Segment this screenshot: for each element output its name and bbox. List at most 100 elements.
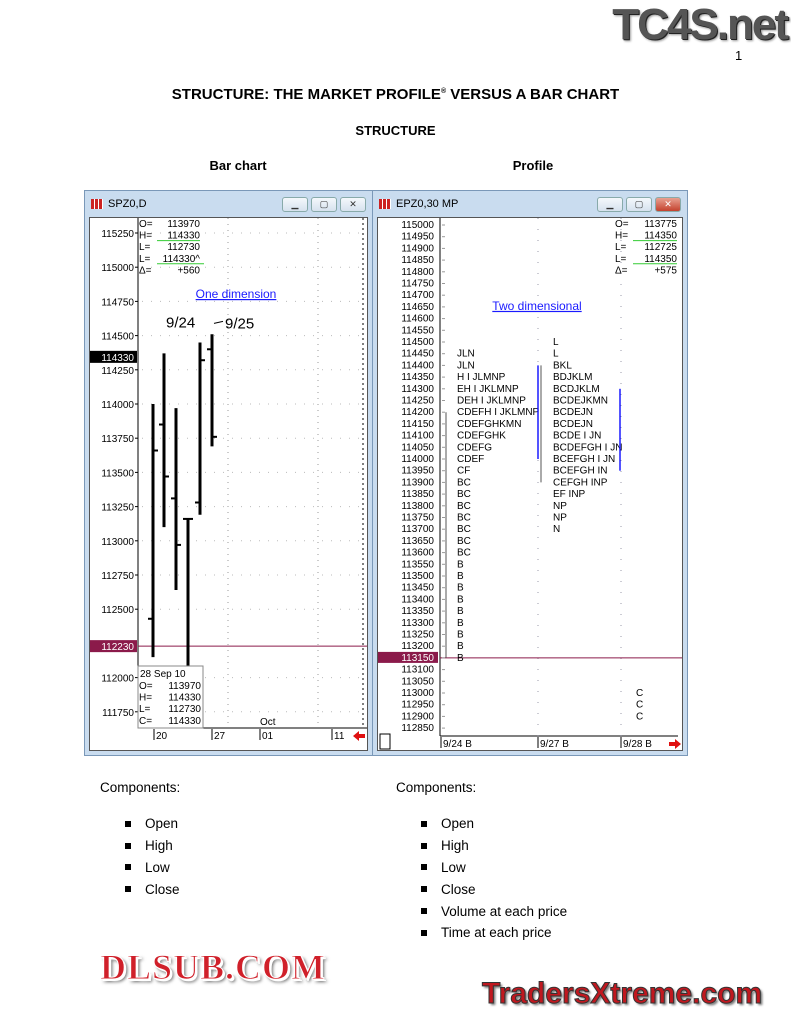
- minimize-button[interactable]: ▁: [597, 196, 623, 212]
- close-button[interactable]: ✕: [655, 196, 681, 212]
- component-item: Low: [125, 857, 180, 879]
- profile-row: 114500 L: [401, 337, 559, 348]
- tpo-letters-9-27: BCDEJN: [553, 419, 593, 430]
- profile-row: 114750: [401, 279, 445, 290]
- info-key: H=: [139, 693, 152, 704]
- price-label: 113100: [401, 665, 434, 676]
- bullet-icon: [421, 886, 427, 893]
- price-label: 113000: [401, 688, 434, 699]
- scroll-right-arrow-icon[interactable]: [669, 739, 681, 749]
- price-label: 114300: [401, 384, 434, 395]
- profile-row: 113950 CF BCEFGH IN: [401, 466, 607, 477]
- tpo-letters-9-27: BCDEJKMN: [553, 396, 608, 407]
- tpo-letters-9-27: BCDEJN: [553, 407, 593, 418]
- price-label: 113550: [401, 559, 434, 570]
- ohlc-value: 114330^: [163, 254, 201, 265]
- y-tick-label: 114250: [101, 366, 134, 377]
- price-label: 114750: [401, 279, 434, 290]
- bullet-icon: [421, 820, 427, 827]
- tpo-letters-9-24: B: [457, 606, 464, 617]
- component-label: Open: [441, 816, 475, 832]
- x-tick-label: 9/24 B: [443, 739, 472, 750]
- info-key: C=: [139, 716, 152, 727]
- x-tick-label: 9/27 B: [540, 739, 569, 750]
- window-title: EPZ0,30 MP: [396, 198, 459, 210]
- price-label: 114600: [401, 314, 434, 325]
- price-label: 113500: [401, 571, 434, 582]
- component-item: High: [125, 835, 180, 857]
- right-components-list: Open High Low Close Volume at each price Time…: [421, 813, 567, 944]
- profile-row: 113000 C: [401, 688, 643, 699]
- label-9-25: 9/25: [225, 315, 254, 332]
- price-label: 113750: [401, 513, 434, 524]
- tpo-letters-9-27: L: [553, 337, 559, 348]
- profile-row: 114550: [401, 325, 445, 336]
- profile-row: 113550 B: [401, 559, 464, 570]
- tpo-letters-9-24: CF: [457, 466, 470, 477]
- component-item: Volume at each price: [421, 900, 567, 922]
- price-label: 114000: [401, 454, 434, 465]
- tpo-letters-9-24: BC: [457, 524, 471, 535]
- tpo-letters-9-24: B: [457, 618, 464, 629]
- profile-row: 113500 B: [401, 571, 464, 582]
- x-tick-label: 9/28 B: [623, 739, 652, 750]
- y-tick-label: 113500: [101, 468, 134, 479]
- ohlc-bar: [195, 342, 205, 515]
- y-tick-label: 113000: [101, 537, 134, 548]
- price-label: 112950: [401, 700, 434, 711]
- profile-row: 114900: [401, 243, 445, 254]
- maximize-button[interactable]: ▢: [311, 196, 337, 212]
- x-tick-label: 01: [262, 731, 274, 742]
- tpo-letters-9-27: BCDE I JN: [553, 431, 601, 442]
- profile-row: 114350 H I JLMNP BDJKLM: [401, 372, 592, 383]
- ohlc-key: Δ=: [139, 265, 152, 276]
- scroll-box[interactable]: [379, 733, 391, 750]
- bullet-icon: [125, 864, 131, 871]
- y-tick-label: 112500: [101, 605, 134, 616]
- minimize-button[interactable]: ▁: [282, 196, 308, 212]
- profile-row: 113050: [401, 676, 445, 687]
- y-tick-label: 111750: [102, 708, 134, 719]
- tpo-letters-9-24: DEH I JKLMNP: [457, 396, 526, 407]
- profile-row: 113600 BC: [401, 548, 471, 559]
- profile-row: 114200 CDEFH I JKLMNP BCDEJN: [401, 407, 593, 418]
- profile-row: 113450 B: [401, 583, 464, 594]
- tpo-letters-9-24: BC: [457, 501, 471, 512]
- tpo-letters-9-24: B: [457, 653, 464, 664]
- bar-chart-svg: 115250 115000 114750 114500 114250 114000 1137…: [90, 218, 367, 742]
- price-label: 113300: [401, 618, 434, 629]
- profile-row: 114300 EH I JKLMNP BCDJKLM: [401, 384, 599, 395]
- price-label: 115000: [401, 220, 434, 231]
- price-label: 113700: [401, 524, 434, 535]
- tpo-letters-9-24: BC: [457, 477, 471, 488]
- y-tick-label: 113750: [101, 434, 134, 445]
- ohlc-key: Δ=: [615, 265, 628, 276]
- info-value: 114330: [168, 716, 201, 727]
- profile-row: 114250 DEH I JKLMNP BCDEJKMN: [401, 396, 608, 407]
- close-button[interactable]: ✕: [340, 196, 366, 212]
- price-label: 113800: [401, 501, 434, 512]
- ohlc-key: H=: [615, 231, 628, 242]
- scroll-left-arrow-icon[interactable]: [353, 731, 365, 741]
- profile-row: 115000: [401, 220, 445, 231]
- bar-chart-window: SPZ0,D ▁ ▢ ✕ 115250 115000 114750 114500 11425…: [84, 190, 373, 756]
- profile-row: 114150 CDEFGHKMN BCDEJN: [401, 419, 593, 430]
- profile-row: 113350 B: [401, 606, 464, 617]
- ohlc-key: L=: [139, 254, 151, 265]
- left-components-heading: Components:: [100, 780, 181, 795]
- profile-window: EPZ0,30 MP ▁ ▢ ✕ 115000 114950 114900 114850 1…: [372, 190, 688, 756]
- component-label: Close: [441, 881, 476, 897]
- profile-row: 113100: [401, 665, 445, 676]
- tpo-letters-9-27: N: [553, 524, 560, 535]
- maximize-button[interactable]: ▢: [626, 196, 652, 212]
- component-label: High: [441, 838, 469, 854]
- price-label: 114500: [401, 337, 434, 348]
- profile-row: 114800: [401, 267, 445, 278]
- profile-row: 113200 B: [401, 641, 464, 652]
- price-label: 114950: [401, 232, 434, 243]
- label-9-24: 9/24: [166, 314, 195, 331]
- price-label: 114050: [401, 442, 434, 453]
- line-price-label: 112230: [101, 642, 134, 653]
- component-label: Close: [145, 881, 180, 897]
- tpo-letters-9-24: EH I JKLMNP: [457, 384, 519, 395]
